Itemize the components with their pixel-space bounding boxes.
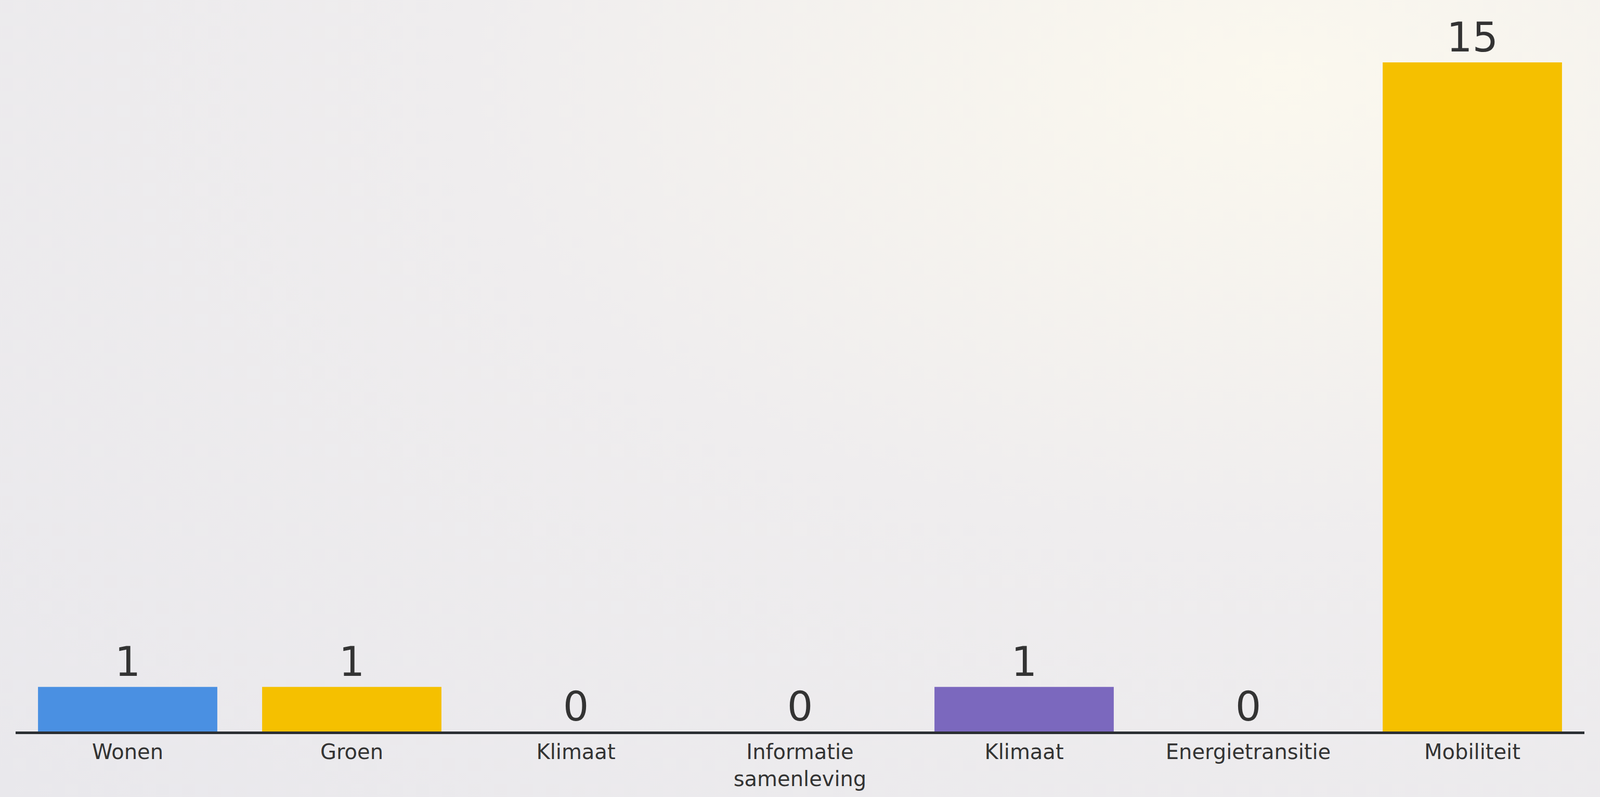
svg-text:Energietransitie: Energietransitie <box>1165 739 1331 764</box>
svg-text:Klimaat: Klimaat <box>536 739 616 764</box>
svg-text:Mobiliteit: Mobiliteit <box>1424 739 1521 764</box>
svg-text:1: 1 <box>114 638 141 686</box>
svg-text:0: 0 <box>1235 683 1262 731</box>
svg-text:Groen: Groen <box>320 739 384 764</box>
svg-text:0: 0 <box>787 683 814 731</box>
svg-text:15: 15 <box>1446 14 1499 61</box>
svg-text:Klimaat: Klimaat <box>984 739 1064 764</box>
svg-text:0: 0 <box>563 683 590 731</box>
svg-text:1: 1 <box>339 638 366 686</box>
svg-text:1: 1 <box>1011 638 1038 686</box>
svg-text:Wonen: Wonen <box>92 739 164 764</box>
svg-text:Informatiesamenleving: Informatiesamenleving <box>733 739 867 791</box>
